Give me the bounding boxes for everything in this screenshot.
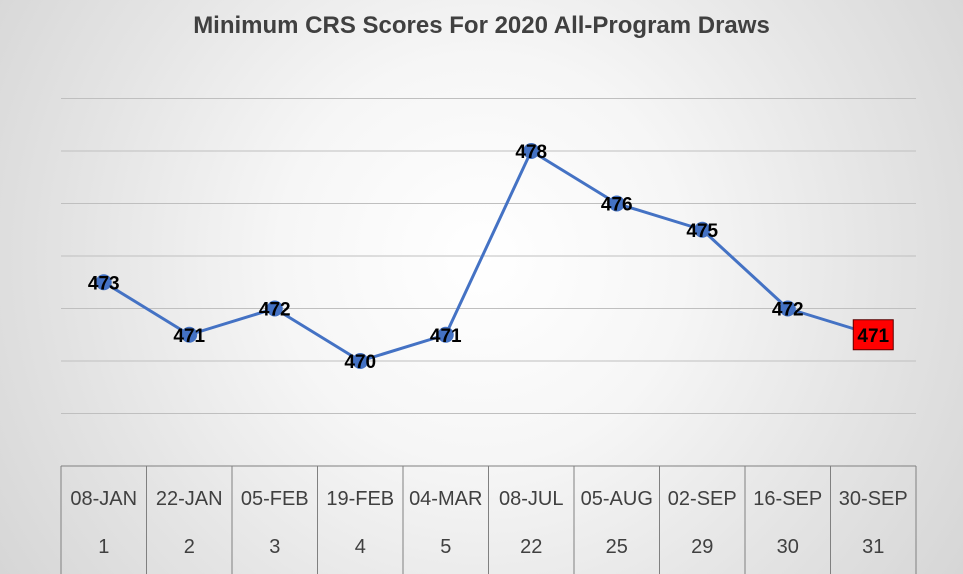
series-line <box>102 149 874 363</box>
data-point <box>266 300 283 317</box>
data-point <box>352 353 369 369</box>
data-point <box>181 326 198 343</box>
chart-title: Minimum CRS Scores For 2020 All-Program … <box>193 12 770 39</box>
data-label: 472 <box>772 300 804 321</box>
draw-number-label: 29 <box>691 536 713 558</box>
draw-number-label: 3 <box>269 536 280 558</box>
x-tick-label: 08-JAN <box>70 488 137 510</box>
data-label: 476 <box>601 195 633 216</box>
draw-number-label: 25 <box>606 536 628 558</box>
x-tick-label: 19-FEB <box>326 488 394 510</box>
x-tick-label: 30-SEP <box>839 488 908 510</box>
data-label: 471 <box>173 326 205 347</box>
x-tick-label: 16-SEP <box>753 488 822 510</box>
data-label: 473 <box>88 273 120 294</box>
x-tick-label: 05-FEB <box>241 488 309 510</box>
draw-number-label: 1 <box>98 536 109 558</box>
data-point <box>608 195 625 212</box>
data-point <box>523 143 540 159</box>
data-label: 470 <box>344 352 376 373</box>
x-tick-label: 08-JUL <box>499 488 563 510</box>
data-point <box>694 221 711 238</box>
x-tick-label: 22-JAN <box>156 488 223 510</box>
data-label: 475 <box>686 221 718 242</box>
data-label: 472 <box>259 300 291 321</box>
data-point <box>779 300 796 317</box>
highlight-box <box>852 319 894 351</box>
x-tick-label: 04-MAR <box>409 488 482 510</box>
draw-number-label: 31 <box>862 536 884 558</box>
draw-number-label: 30 <box>777 536 799 558</box>
data-point <box>95 274 112 291</box>
x-tick-label: 02-SEP <box>668 488 737 510</box>
draw-number-label: 5 <box>440 536 451 558</box>
draw-number-label: 4 <box>355 536 366 558</box>
draw-number-label: 2 <box>184 536 195 558</box>
draw-number-label: 22 <box>520 536 542 558</box>
x-tick-label: 05-AUG <box>581 488 653 510</box>
data-label: 471 <box>857 326 889 347</box>
data-label: 471 <box>430 326 462 347</box>
data-label: 478 <box>515 142 547 163</box>
data-point <box>437 326 454 343</box>
